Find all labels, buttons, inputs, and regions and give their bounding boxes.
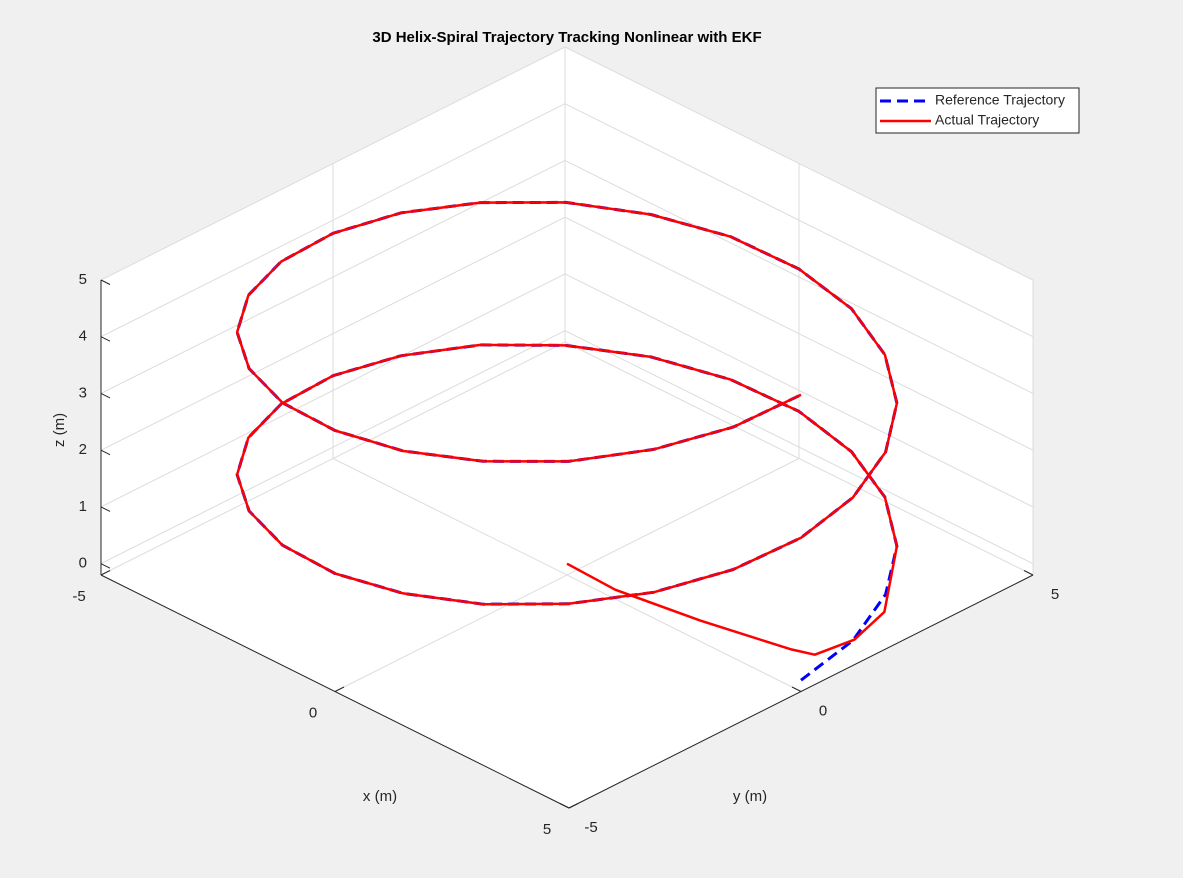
y-tick-label: -5 [584, 819, 597, 836]
y-tick-label: 5 [1051, 586, 1059, 603]
grid-line [564, 330, 1034, 565]
z-tick [100, 279, 111, 285]
grid-line [564, 216, 1034, 451]
y-tick [791, 686, 802, 692]
z-tick-label: 0 [79, 555, 87, 572]
chart-title: 3D Helix-Spiral Trajectory Tracking Nonl… [372, 29, 761, 46]
legend-box [875, 87, 1080, 134]
x-tick [100, 570, 111, 576]
x-tick [568, 803, 579, 809]
y-tick [1023, 570, 1034, 576]
x-tick [334, 686, 345, 692]
grid-line [564, 46, 1034, 281]
legend: Reference Trajectory Actual Trajectory [875, 87, 1080, 134]
grid-line [100, 103, 566, 338]
z-tick [100, 506, 111, 512]
z-tick [100, 336, 111, 342]
plot-lines [235, 200, 899, 682]
grid-line [332, 458, 802, 692]
z-tick-label: 1 [79, 498, 87, 515]
trajectory-line [235, 201, 899, 656]
grid-line [100, 330, 566, 565]
z-tick [100, 563, 111, 569]
x-axis-label: x (m) [363, 788, 397, 805]
legend-label: Reference Trajectory [935, 92, 1065, 108]
x-tick-label: -5 [72, 588, 85, 605]
z-tick-label: 5 [79, 271, 87, 288]
axes: -5 0 5 -5 0 5 0 1 2 3 4 5 [72, 271, 1059, 838]
z-tick [100, 393, 111, 399]
x-tick-label: 5 [543, 821, 551, 838]
z-axis-label: z (m) [51, 413, 68, 447]
z-tick [100, 449, 111, 456]
legend-label: Actual Trajectory [935, 112, 1039, 128]
axes-area [101, 47, 1033, 808]
x-tick-label: 0 [309, 704, 317, 721]
grid-line [100, 160, 566, 394]
y-tick [559, 803, 570, 809]
axes-background [101, 47, 1033, 808]
grid-line [100, 216, 566, 451]
grid-line [564, 273, 1034, 508]
grid-line [564, 160, 1034, 394]
grid-line [564, 341, 1034, 576]
grid-line [564, 103, 1034, 338]
y-tick-label: 0 [819, 702, 827, 719]
z-tick-label: 2 [79, 441, 87, 458]
y-axis-label: y (m) [733, 788, 767, 805]
z-tick-label: 4 [79, 328, 87, 345]
grid-line [100, 273, 566, 508]
z-tick-label: 3 [79, 384, 87, 401]
grid-line [100, 46, 566, 281]
